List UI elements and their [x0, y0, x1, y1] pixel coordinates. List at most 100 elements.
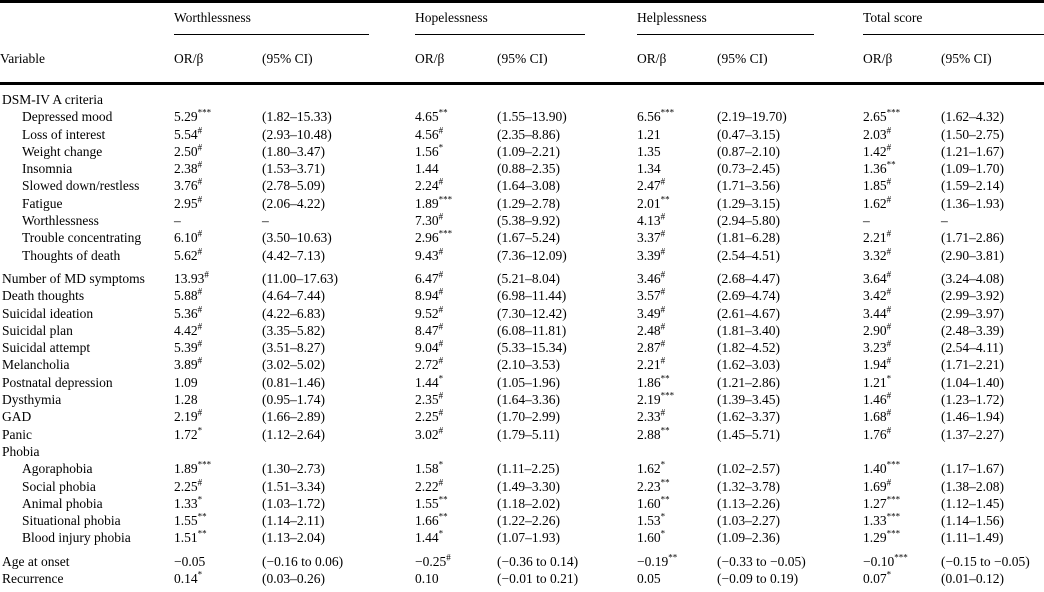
row-label: Insomnia — [22, 161, 73, 177]
or-value: 2.25# — [174, 477, 203, 494]
significance-marker: # — [197, 407, 203, 418]
significance-marker: # — [886, 125, 892, 136]
or-value: 1.85# — [863, 176, 892, 194]
table-row: Depressed mood 5.29*** (1.82–15.33) 4.65** (… — [0, 108, 1044, 125]
row-label: Number of MD symptoms — [2, 270, 145, 286]
significance-marker: # — [886, 321, 892, 332]
table-row: Suicidal plan 4.42# (3.35–5.82) 8.47# (6.08–… — [0, 322, 1044, 339]
significance-marker: # — [438, 125, 444, 136]
ci-value: (2.69–4.74) — [717, 288, 781, 304]
row-label: Social phobia — [22, 478, 96, 494]
significance-marker: # — [660, 355, 666, 366]
row-label: Postnatal depression — [2, 374, 113, 390]
row-label: Blood injury phobia — [22, 530, 131, 546]
ci-value: (1.71–2.21) — [941, 357, 1005, 373]
ci-value: (1.03–2.27) — [717, 513, 781, 529]
ci-value: (1.46–1.94) — [941, 409, 1005, 425]
ci-value: (1.11–1.49) — [941, 530, 1004, 546]
or-value: 1.51** — [174, 528, 207, 546]
table-row: Slowed down/restless 3.76# (2.78–5.09) 2.24… — [0, 177, 1044, 194]
significance-marker: # — [438, 425, 444, 436]
or-value: 1.66** — [415, 511, 448, 529]
significance-marker: # — [197, 228, 203, 239]
ci-value: (0.87–2.10) — [717, 143, 781, 159]
variable-header: Variable — [0, 35, 174, 85]
ci-value: (1.49–3.30) — [497, 478, 561, 494]
or-value: 1.40*** — [863, 459, 901, 477]
or-value: – — [863, 213, 870, 229]
or-value: 8.47# — [415, 321, 444, 338]
significance-marker: ** — [886, 159, 896, 170]
significance-marker: *** — [660, 390, 675, 401]
or-value: 1.53* — [637, 511, 666, 529]
ci-value: (5.21–8.04) — [497, 270, 561, 286]
significance-marker: # — [660, 338, 666, 349]
ci-value: (1.13–2.26) — [717, 495, 781, 511]
or-value: 9.52# — [415, 304, 444, 321]
significance-marker: # — [660, 269, 666, 280]
or-value: 1.68# — [863, 407, 892, 425]
significance-marker: *** — [886, 511, 901, 522]
significance-marker: # — [886, 355, 892, 366]
ci-value: (2.93–10.48) — [262, 126, 332, 142]
significance-marker: *** — [438, 228, 453, 239]
ci-value: (−0.09 to 0.19) — [717, 571, 799, 587]
ci-value — [941, 84, 1044, 109]
significance-marker: # — [438, 286, 444, 297]
or-value: 5.29*** — [174, 107, 212, 125]
significance-marker: # — [886, 142, 892, 153]
row-label: Loss of interest — [22, 126, 106, 142]
or-value: 6.47# — [415, 269, 444, 286]
or-value: 2.88** — [637, 425, 670, 442]
ci-value: (3.24–4.08) — [941, 270, 1005, 286]
significance-marker: # — [886, 269, 892, 280]
table-row: Situational phobia 1.55** (1.14–2.11) 1.66*… — [0, 512, 1044, 529]
ci-value: (0.73–2.45) — [717, 161, 781, 177]
or-value: 3.02# — [415, 425, 444, 442]
significance-marker: # — [660, 286, 666, 297]
ci-value: (0.81–1.46) — [262, 374, 325, 390]
or-value: 5.54# — [174, 125, 203, 142]
row-label: Animal phobia — [22, 495, 103, 511]
significance-marker: *** — [886, 528, 901, 539]
or-value: 1.21* — [863, 373, 892, 390]
or-value: 1.29*** — [863, 528, 901, 546]
ci-value: (1.81–6.28) — [717, 230, 781, 246]
or-value: 1.55** — [174, 511, 207, 529]
significance-marker: ** — [197, 528, 207, 539]
ci-value — [497, 443, 637, 460]
ci-value — [717, 84, 863, 109]
variable-col-spacer — [0, 2, 174, 36]
table-row: GAD 2.19# (1.66–2.89) 2.25# (1.70–2.99) 2.33#… — [0, 408, 1044, 425]
or-value: 1.44* — [415, 373, 444, 390]
significance-marker: # — [660, 407, 666, 418]
ci-value: (1.50–2.75) — [941, 126, 1005, 142]
or-value: 1.60** — [637, 494, 670, 511]
or-value: 2.19# — [174, 407, 203, 425]
significance-marker: # — [886, 477, 892, 488]
or-value: −0.19** — [637, 552, 678, 569]
significance-marker: # — [197, 125, 203, 136]
significance-marker: * — [197, 425, 203, 436]
significance-marker: ** — [660, 494, 670, 505]
significance-marker: # — [438, 355, 444, 366]
ci-value: (1.04–1.40) — [941, 374, 1005, 390]
or-value: 6.10# — [174, 228, 203, 246]
significance-marker: *** — [197, 459, 212, 470]
ci-value: (1.07–1.93) — [497, 530, 561, 546]
group-header-helplessness: Helplessness — [637, 3, 815, 35]
ci-value: (2.35–8.86) — [497, 126, 561, 142]
or-value: 0.14* — [174, 569, 203, 587]
table-row: Agoraphobia 1.89*** (1.30–2.73) 1.58* (1.11–… — [0, 460, 1044, 477]
row-label: Panic — [2, 426, 32, 442]
ci-value: (2.19–19.70) — [717, 109, 787, 125]
or-value: 2.23** — [637, 477, 670, 494]
or-value: 1.62# — [863, 194, 892, 211]
or-value: 2.03# — [863, 125, 892, 142]
significance-marker: # — [438, 338, 444, 349]
significance-marker: * — [438, 142, 444, 153]
significance-marker: *** — [886, 459, 901, 470]
ci-value: (2.48–3.39) — [941, 322, 1005, 338]
significance-marker: * — [197, 569, 203, 580]
ci-value: (0.03–0.26) — [262, 571, 325, 587]
